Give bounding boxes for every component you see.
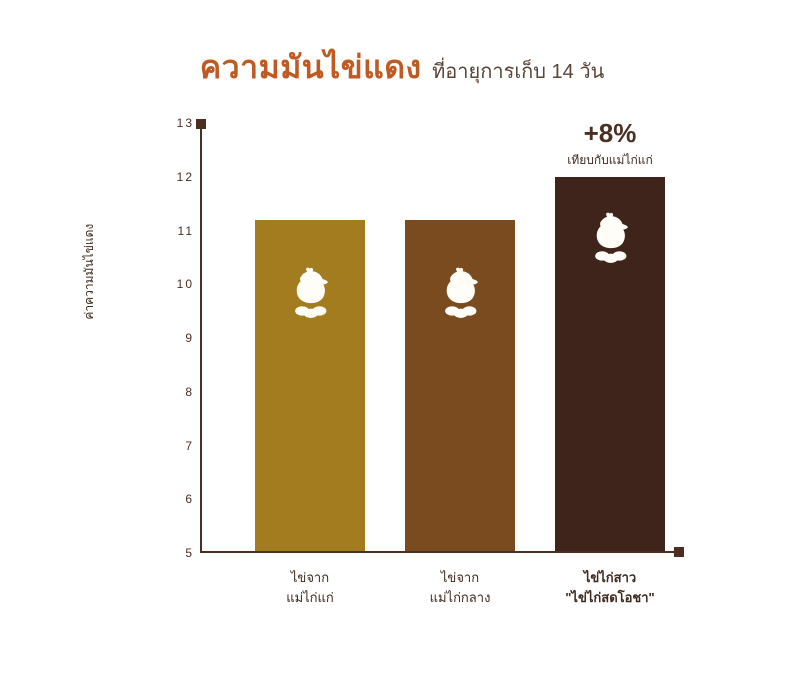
bar-label: ไข่จากแม่ไก่กลาง (395, 568, 525, 608)
y-tick: 6 (166, 492, 194, 506)
bar-label-line: ไข่จาก (245, 568, 375, 588)
title-main: ความมันไข่แดง (200, 49, 422, 85)
y-tick: 7 (166, 439, 194, 453)
annotation: +8% เทียบกับแม่ไก่แก่ (550, 118, 670, 170)
y-axis-line (200, 123, 202, 553)
chicken-icon (285, 266, 335, 320)
y-axis-cap (196, 119, 206, 129)
y-tick: 5 (166, 546, 194, 560)
y-tick: 13 (166, 116, 194, 130)
chicken-icon (435, 266, 485, 320)
bar-label-line: แม่ไก่กลาง (395, 588, 525, 608)
x-axis-cap (674, 547, 684, 557)
chart-wrap: ค่าความมันไข่แดง 5678910111213 +8% เทียบ… (140, 123, 700, 593)
bar-label: ไข่ไก่สาว"ไข่ไก่สดโอชา" (545, 568, 675, 608)
y-tick: 8 (166, 385, 194, 399)
title-sub: ที่อายุการเก็บ 14 วัน (432, 61, 604, 83)
x-axis-line (200, 551, 680, 553)
bar-label-line: ไข่ไก่สาว (545, 568, 675, 588)
y-tick: 11 (166, 224, 194, 238)
bar-label-line: ไข่จาก (395, 568, 525, 588)
annotation-sub: เทียบกับแม่ไก่แก่ (550, 151, 670, 170)
y-tick: 10 (166, 277, 194, 291)
chart-container: ความมันไข่แดง ที่อายุการเก็บ 14 วัน ค่าค… (0, 0, 804, 699)
bar (405, 220, 515, 551)
bar-label: ไข่จากแม่ไก่แก่ (245, 568, 375, 608)
bar (555, 177, 665, 551)
y-tick: 12 (166, 170, 194, 184)
chart-title: ความมันไข่แดง ที่อายุการเก็บ 14 วัน (0, 42, 804, 93)
bar-label-line: แม่ไก่แก่ (245, 588, 375, 608)
annotation-pct: +8% (550, 118, 670, 149)
plot-area: 5678910111213 +8% เทียบกับแม่ไก่แก่ (200, 123, 680, 553)
bar (255, 220, 365, 551)
y-axis-label: ค่าความมันไข่แดง (80, 224, 99, 320)
bar-label-line: "ไข่ไก่สดโอชา" (545, 588, 675, 608)
chicken-icon (585, 211, 635, 265)
y-tick: 9 (166, 331, 194, 345)
